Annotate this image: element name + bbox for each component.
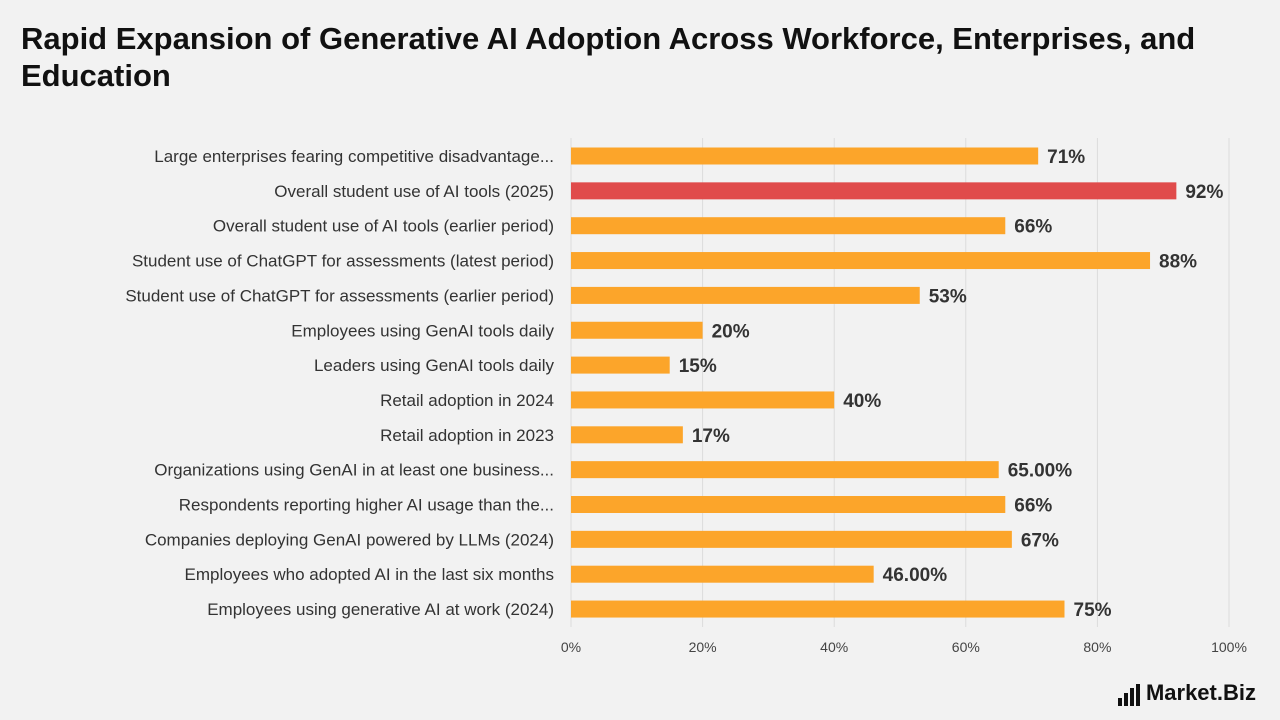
chart-title: Rapid Expansion of Generative AI Adoptio… [21, 21, 1196, 93]
category-label: Overall student use of AI tools (2025) [274, 182, 554, 201]
data-label: 66% [1014, 496, 1052, 517]
bar [571, 286, 920, 304]
category-label: Employees using GenAI tools daily [291, 321, 554, 340]
data-label: 75% [1074, 600, 1112, 621]
bar [571, 321, 703, 339]
x-tick-label: 60% [952, 639, 980, 655]
data-label: 88% [1159, 252, 1197, 273]
category-label: Retail adoption in 2023 [380, 426, 554, 445]
category-label: Employees using generative AI at work (2… [207, 600, 554, 619]
logo-text: Market.Biz [1145, 680, 1256, 705]
category-label: Student use of ChatGPT for assessments (… [125, 286, 554, 305]
bar [571, 565, 874, 583]
x-tick-label: 0% [561, 639, 581, 655]
category-label: Organizations using GenAI in at least on… [154, 461, 554, 480]
category-label: Student use of ChatGPT for assessments (… [132, 252, 554, 271]
data-label: 53% [929, 286, 967, 307]
bar [571, 217, 1006, 235]
x-tick-label: 40% [820, 639, 848, 655]
data-label: 40% [843, 391, 881, 412]
data-label: 67% [1021, 530, 1059, 551]
data-label: 71% [1047, 147, 1085, 168]
bar [571, 600, 1065, 618]
bar [571, 461, 999, 479]
category-label: Overall student use of AI tools (earlier… [213, 217, 554, 236]
bar [571, 356, 670, 374]
category-label: Leaders using GenAI tools daily [314, 356, 555, 375]
x-tick-label: 100% [1211, 639, 1247, 655]
data-label: 66% [1014, 217, 1052, 238]
bar [571, 391, 835, 409]
x-tick-label: 20% [689, 639, 717, 655]
bar [571, 426, 683, 444]
data-label: 15% [679, 356, 717, 377]
x-tick-label: 80% [1083, 639, 1111, 655]
category-label: Employees who adopted AI in the last six… [185, 565, 554, 584]
data-label: 92% [1185, 182, 1223, 203]
bar [571, 147, 1039, 165]
bar [571, 496, 1006, 513]
data-label: 65.00% [1008, 461, 1073, 482]
bar [571, 252, 1151, 270]
bar [571, 530, 1012, 548]
data-label: 17% [692, 426, 730, 447]
category-label: Retail adoption in 2024 [380, 391, 554, 410]
data-label: 20% [712, 321, 750, 342]
marketbiz-logo: Market.Biz [1117, 680, 1256, 706]
data-label: 46.00% [883, 565, 948, 586]
category-label: Respondents reporting higher AI usage th… [179, 496, 554, 515]
category-label: Companies deploying GenAI powered by LLM… [145, 530, 554, 549]
bar-signal-icon [1117, 684, 1140, 706]
category-label: Large enterprises fearing competitive di… [154, 147, 554, 166]
bar [571, 182, 1177, 200]
